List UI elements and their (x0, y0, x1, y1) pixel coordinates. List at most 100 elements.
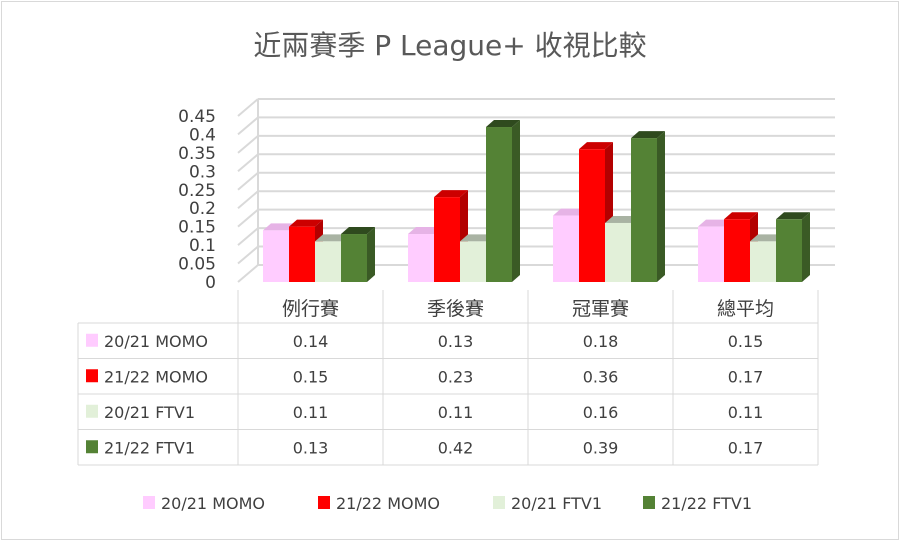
bar-side (512, 120, 520, 283)
bar-top (408, 227, 442, 235)
table-cell: 0.11 (438, 403, 474, 422)
category-label: 總平均 (717, 298, 774, 320)
depth-gridline (237, 227, 259, 246)
y-tick-label: 0.35 (178, 144, 216, 164)
bar-front (434, 197, 460, 282)
depth-gridline (237, 171, 259, 191)
bar-top (631, 131, 665, 139)
table-cell: 0.11 (293, 403, 329, 422)
depth-gridline (237, 208, 259, 228)
bar-top (750, 234, 784, 242)
y-tick-label: 0.1 (189, 236, 216, 256)
bar-top (315, 234, 349, 242)
table-cell: 0.15 (728, 332, 764, 351)
bar-front (698, 226, 724, 282)
y-tick-label: 0.4 (189, 125, 216, 145)
bar-front (631, 138, 657, 282)
table-cell: 0.15 (293, 367, 329, 386)
legend-swatch-icon (318, 496, 330, 509)
bar-21-22-FTV1-2 (631, 131, 665, 282)
y-tick-label: 0.15 (178, 218, 216, 238)
bar-top (486, 120, 520, 128)
bar-front (341, 234, 367, 282)
legend-label: 20/21 MOMO (161, 494, 265, 513)
table-cell: 0.13 (438, 332, 474, 351)
legend-swatch-icon (643, 496, 655, 509)
table-series-label: 20/21 FTV1 (104, 403, 195, 422)
category-label: 季後賽 (427, 298, 484, 320)
y-tick-label: 0.3 (189, 162, 216, 182)
table-cell: 0.16 (583, 403, 619, 422)
bar-21-22-FTV1-3 (776, 212, 810, 282)
bar-top (605, 215, 639, 223)
bar-top (460, 234, 494, 242)
bar-top (263, 223, 297, 231)
category-label: 例行賽 (282, 298, 339, 320)
table-cell: 0.17 (728, 438, 764, 457)
bar-21-22-FTV1-1 (486, 120, 520, 283)
legend-label: 20/21 FTV1 (511, 494, 602, 513)
table-cell: 0.11 (728, 403, 764, 422)
bar-front (460, 241, 486, 282)
table-cell: 0.17 (728, 367, 764, 386)
bar-21-22-MOMO-1 (434, 190, 468, 282)
legend-label: 21/22 FTV1 (661, 494, 752, 513)
bar-top (579, 142, 613, 150)
table-cell: 0.36 (583, 367, 619, 386)
y-tick-label: 0.2 (189, 199, 216, 219)
legend-label: 21/22 MOMO (336, 494, 440, 513)
bar-front (553, 215, 579, 282)
bar-front (724, 219, 750, 282)
legend-key-icon (86, 440, 98, 454)
depth-gridline (237, 135, 259, 154)
legend-swatch-icon (493, 496, 505, 509)
bar-top (289, 219, 323, 227)
table-cell: 0.39 (583, 438, 619, 457)
legend-key-icon (86, 333, 98, 347)
depth-gridline (237, 116, 259, 136)
legend-key-icon (86, 369, 98, 383)
table-cell: 0.13 (293, 438, 329, 457)
depth-gridline (237, 190, 259, 209)
bar-top (698, 219, 732, 227)
bar-21-22-FTV1-0 (341, 227, 375, 282)
chart-title: 近兩賽季 P League+ 收視比較 (253, 29, 646, 62)
y-tick-label: 0 (205, 273, 216, 293)
y-tick-label: 0.25 (178, 181, 216, 201)
bar-front (263, 230, 289, 282)
depth-gridline (237, 245, 259, 265)
bar-top (434, 190, 468, 198)
bar-front (776, 219, 802, 282)
bar-top (776, 212, 810, 220)
bar-front (486, 127, 512, 283)
depth-gridline (237, 98, 259, 117)
y-tick-label: 0.05 (178, 255, 216, 275)
bar-front (315, 241, 341, 282)
table-series-label: 21/22 MOMO (104, 367, 208, 386)
bar-side (367, 227, 375, 282)
bar-top (724, 212, 758, 220)
bar-side (657, 131, 665, 282)
bar-front (605, 222, 631, 282)
table-cell: 0.18 (583, 332, 619, 351)
depth-gridline (237, 264, 259, 283)
bar-top (341, 227, 375, 235)
table-cell: 0.23 (438, 367, 474, 386)
table-series-label: 21/22 FTV1 (104, 438, 195, 457)
y-tick-label: 0.45 (178, 107, 216, 127)
table-series-label: 20/21 MOMO (104, 332, 208, 351)
bar-side (802, 212, 810, 282)
legend-swatch-icon (143, 496, 155, 509)
bar-front (750, 241, 776, 282)
table-cell: 0.14 (293, 332, 329, 351)
bar-top (553, 208, 587, 216)
bar-front (408, 234, 434, 282)
table-cell: 0.42 (438, 438, 474, 457)
depth-gridline (237, 153, 259, 173)
bar-front (289, 226, 315, 282)
category-label: 冠軍賽 (572, 298, 629, 320)
legend-key-icon (86, 404, 98, 418)
